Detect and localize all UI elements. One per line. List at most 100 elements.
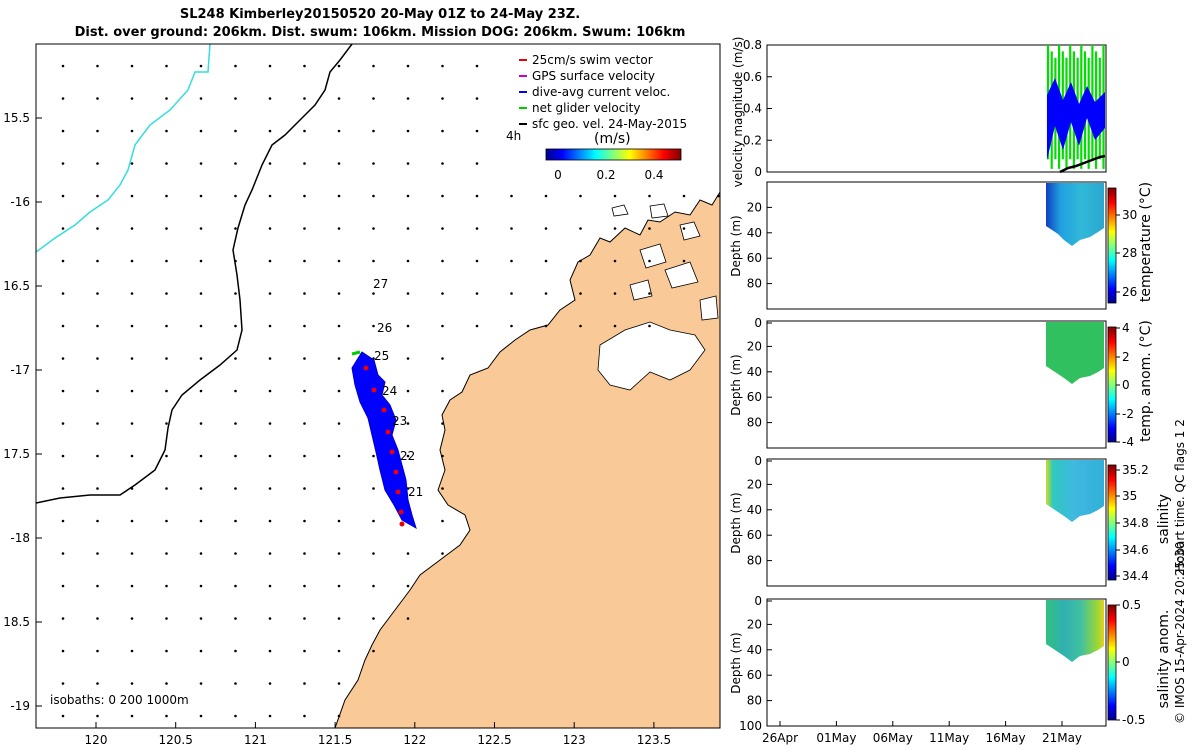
geostrophic-vector (234, 162, 237, 165)
geostrophic-vector (234, 519, 237, 523)
geostrophic-vector (165, 292, 168, 295)
coastal-inlet (597, 321, 706, 391)
geostrophic-vector (337, 389, 341, 393)
credit-label: © IMOS 15-Apr-2024 20:25:30 (1173, 542, 1187, 725)
geostrophic-vector (96, 487, 99, 490)
geostrophic-vector (579, 194, 582, 198)
geostrophic-vector (613, 194, 617, 198)
legend-label: GPS surface velocity (532, 69, 655, 83)
geostrophic-vector (303, 227, 306, 230)
geostrophic-vector (717, 194, 720, 198)
geostrophic-vector (130, 324, 134, 328)
geostrophic-vector (130, 259, 134, 263)
geostrophic-vector (579, 227, 582, 230)
geostrophic-vector (510, 227, 513, 230)
geostrophic-vector (303, 714, 306, 718)
colorbar-tick-label: -2 (1122, 407, 1134, 421)
geostrophic-vector (268, 584, 272, 588)
depth-ytick-label: 20 (747, 339, 762, 353)
geostrophic-vector (165, 519, 168, 523)
geostrophic-vector (61, 227, 65, 230)
geostrophic-vector (268, 519, 272, 523)
plot-title-line2: Dist. over ground: 206km. Dist. swum: 10… (74, 25, 686, 40)
geostrophic-vector (96, 194, 99, 198)
geostrophic-vector (337, 422, 341, 425)
geostrophic-vector (510, 324, 513, 328)
geostrophic-vector (234, 324, 237, 328)
geostrophic-vector (372, 584, 375, 588)
geostrophic-vector (130, 389, 134, 393)
map-xtick-label: 121.5 (318, 733, 352, 747)
depth-ylabel: Depth (m) (729, 215, 743, 276)
geostrophic-vector (406, 324, 410, 328)
geostrophic-vector (96, 357, 99, 360)
geostrophic-vector (303, 324, 306, 328)
geostrophic-vector (61, 259, 65, 263)
geostrophic-vector (303, 292, 306, 295)
geostrophic-vector (475, 259, 479, 263)
geostrophic-vector (96, 454, 99, 458)
colorbar-tick-label: 26 (1122, 285, 1137, 299)
depth-ytick-label: 0 (754, 316, 762, 330)
geostrophic-vector (61, 324, 65, 328)
geostrophic-vector (406, 617, 410, 620)
velocity-ytick-label: 0.2 (743, 133, 762, 147)
geostrophic-vector (406, 194, 410, 198)
colorbar-unit: (m/s) (594, 131, 631, 147)
depth-ytick-label: 60 (747, 668, 762, 682)
velocity-ylabel: velocity magnitude (m/s) (731, 37, 745, 188)
geostrophic-vector (130, 682, 134, 685)
map-ytick-label: 15.5 (3, 111, 30, 125)
legend-label: 25cm/s swim vector (532, 53, 653, 67)
geostrophic-vector (579, 259, 582, 263)
geostrophic-vector (372, 649, 375, 653)
geostrophic-vector (372, 259, 375, 263)
geostrophic-vector (199, 519, 203, 523)
geostrophic-vector (682, 194, 686, 198)
geostrophic-vector (682, 227, 686, 230)
geostrophic-vector (337, 519, 341, 523)
geostrophic-vector (61, 584, 65, 588)
coastal-islands (611, 203, 719, 321)
geostrophic-vector (303, 97, 306, 100)
geostrophic-vector (337, 357, 341, 360)
geostrophic-vector (268, 162, 272, 165)
map-y-axis: 15.5 -16 16.5 -17 17.5 -18 18.5 -19 (3, 111, 42, 713)
colorbar-label: temp. anom. (°C) (1138, 320, 1154, 442)
geostrophic-vector (648, 194, 651, 198)
day-label: 24 (382, 384, 397, 398)
geostrophic-vector (61, 357, 65, 360)
depth-ytick-label: 100 (739, 719, 762, 733)
geostrophic-vector (165, 422, 168, 425)
geostrophic-vector (96, 259, 99, 263)
geostrophic-vector (337, 129, 341, 133)
geostrophic-vector (96, 422, 99, 425)
depth-ytick-label: 40 (747, 643, 762, 657)
geostrophic-vector (165, 97, 168, 100)
geostrophic-vector (372, 194, 375, 198)
geostrophic-vector (199, 227, 203, 230)
temperature-anomaly-panel (766, 320, 1117, 449)
geostrophic-vector (406, 292, 410, 295)
geostrophic-vector (130, 552, 134, 555)
geostrophic-vector (303, 64, 306, 68)
colorbar-tick-label: 35.2 (1122, 463, 1149, 477)
geostrophic-vector (441, 97, 444, 100)
geostrophic-vector (199, 64, 203, 68)
dive-avg-current-track (351, 351, 417, 530)
geostrophic-vector (441, 357, 444, 360)
geostrophic-vector (234, 129, 237, 133)
map-frame (35, 43, 721, 729)
geostrophic-vector (96, 682, 99, 685)
sal-anom-section (1046, 600, 1104, 662)
geostrophic-vector (96, 617, 99, 620)
depth-ytick-label: 0 (754, 454, 762, 468)
geostrophic-vector (337, 227, 341, 230)
geostrophic-vector (165, 552, 168, 555)
geostrophic-vector (61, 97, 65, 100)
colorbar-tick-label: 34.8 (1122, 516, 1149, 530)
geostrophic-vector (61, 649, 65, 653)
geostrophic-vector (406, 389, 410, 393)
geostrophic-vector (130, 357, 134, 360)
geostrophic-vector (96, 649, 99, 653)
